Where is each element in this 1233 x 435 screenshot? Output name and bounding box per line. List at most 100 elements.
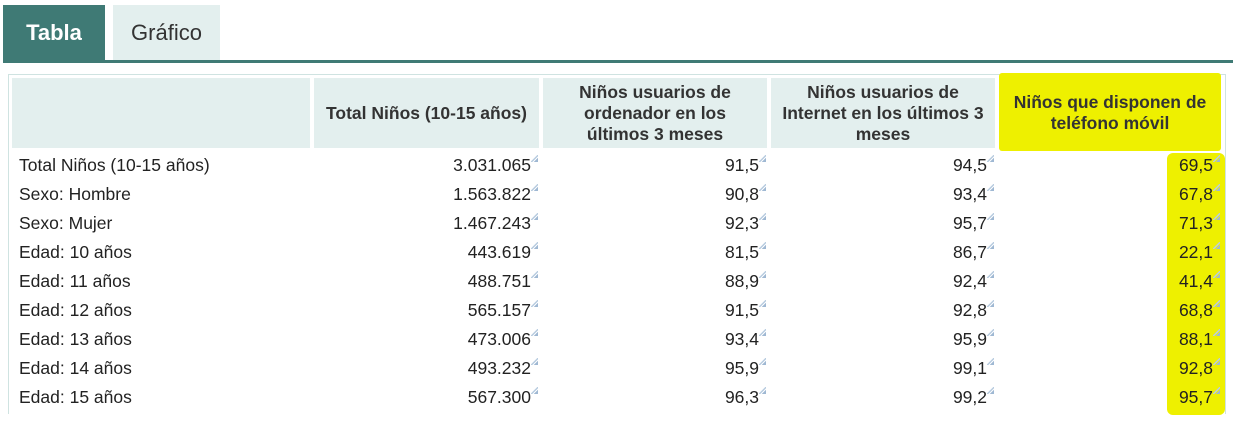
note-corner-icon[interactable]	[531, 242, 538, 249]
cell-value: 443.619	[467, 242, 531, 262]
cell-ordenador[interactable]: 90,8	[543, 180, 767, 209]
note-corner-icon[interactable]	[1213, 387, 1220, 394]
note-corner-icon[interactable]	[987, 271, 994, 278]
note-corner-icon[interactable]	[987, 155, 994, 162]
note-corner-icon[interactable]	[987, 184, 994, 191]
cell-internet[interactable]: 94,5	[771, 151, 995, 180]
cell-internet[interactable]: 95,7	[771, 209, 995, 238]
cell-value: 71,3	[1178, 213, 1213, 233]
cell-value: 22,1	[1178, 242, 1213, 262]
header-telefono-movil[interactable]: Niños que disponen de teléfono móvil	[1013, 92, 1207, 133]
note-corner-icon[interactable]	[759, 300, 766, 307]
cell-ordenador[interactable]: 92,3	[543, 209, 767, 238]
cell-movil[interactable]: 71,3	[999, 209, 1221, 238]
note-corner-icon[interactable]	[759, 242, 766, 249]
tab-grafico[interactable]: Gráfico	[113, 5, 220, 60]
row-label: Sexo: Hombre	[19, 184, 131, 204]
cell-movil[interactable]: 68,8	[999, 296, 1221, 325]
note-corner-icon[interactable]	[1213, 271, 1220, 278]
note-corner-icon[interactable]	[759, 387, 766, 394]
table-header: Total Niños (10-15 años) Niños usuarios …	[9, 75, 1225, 149]
cell-value: 93,4	[724, 329, 759, 349]
note-corner-icon[interactable]	[759, 271, 766, 278]
cell-movil[interactable]: 88,1	[999, 325, 1221, 354]
note-corner-icon[interactable]	[531, 271, 538, 278]
header-usuarios-ordenador[interactable]: Niños usuarios de ordenador en los últim…	[543, 78, 767, 148]
cell-movil[interactable]: 69,5	[999, 151, 1221, 180]
cell-total[interactable]: 1.563.822	[314, 180, 539, 209]
note-corner-icon[interactable]	[759, 329, 766, 336]
cell-ordenador[interactable]: 81,5	[543, 238, 767, 267]
note-corner-icon[interactable]	[1213, 184, 1220, 191]
cell-movil[interactable]: 92,8	[999, 354, 1221, 383]
cell-total[interactable]: 565.157	[314, 296, 539, 325]
cell-internet[interactable]: 86,7	[771, 238, 995, 267]
note-corner-icon[interactable]	[1213, 329, 1220, 336]
table-row: Sexo: Mujer 1.467.243 92,3 95,7 71,3	[9, 209, 1225, 238]
cell-ordenador[interactable]: 93,4	[543, 325, 767, 354]
cell-total[interactable]: 488.751	[314, 267, 539, 296]
note-corner-icon[interactable]	[987, 242, 994, 249]
cell-value: 94,5	[952, 155, 987, 175]
cell-value: 567.300	[467, 387, 531, 407]
note-corner-icon[interactable]	[759, 358, 766, 365]
header-total-ninos[interactable]: Total Niños (10-15 años)	[314, 78, 539, 148]
cell-value: 3.031.065	[453, 155, 531, 175]
note-corner-icon[interactable]	[987, 213, 994, 220]
cell-value: 92,4	[952, 271, 987, 291]
cell-ordenador[interactable]: 95,9	[543, 354, 767, 383]
cell-total[interactable]: 493.232	[314, 354, 539, 383]
cell-internet[interactable]: 92,4	[771, 267, 995, 296]
cell-total[interactable]: 443.619	[314, 238, 539, 267]
cell-value: 91,5	[724, 300, 759, 320]
cell-total[interactable]: 567.300	[314, 383, 539, 412]
header-empty	[12, 78, 310, 148]
cell-internet[interactable]: 95,9	[771, 325, 995, 354]
cell-movil[interactable]: 22,1	[999, 238, 1221, 267]
note-corner-icon[interactable]	[987, 358, 994, 365]
cell-movil[interactable]: 95,7	[999, 383, 1221, 412]
cell-total[interactable]: 473.006	[314, 325, 539, 354]
cell-internet[interactable]: 93,4	[771, 180, 995, 209]
note-corner-icon[interactable]	[531, 300, 538, 307]
cell-internet[interactable]: 92,8	[771, 296, 995, 325]
cell-value: 1.563.822	[453, 184, 531, 204]
cell-ordenador[interactable]: 91,5	[543, 151, 767, 180]
note-corner-icon[interactable]	[1213, 300, 1220, 307]
table-row: Sexo: Hombre 1.563.822 90,8 93,4 67,8	[9, 180, 1225, 209]
row-label: Edad: 13 años	[19, 329, 132, 349]
highlight-marker-header	[999, 73, 1221, 151]
cell-movil[interactable]: 41,4	[999, 267, 1221, 296]
note-corner-icon[interactable]	[531, 184, 538, 191]
note-corner-icon[interactable]	[759, 213, 766, 220]
cell-ordenador[interactable]: 88,9	[543, 267, 767, 296]
note-corner-icon[interactable]	[1213, 155, 1220, 162]
note-corner-icon[interactable]	[759, 184, 766, 191]
note-corner-icon[interactable]	[987, 329, 994, 336]
cell-ordenador[interactable]: 96,3	[543, 383, 767, 412]
note-corner-icon[interactable]	[1213, 358, 1220, 365]
row-label: Edad: 10 años	[19, 242, 132, 262]
cell-ordenador[interactable]: 91,5	[543, 296, 767, 325]
note-corner-icon[interactable]	[531, 329, 538, 336]
note-corner-icon[interactable]	[987, 300, 994, 307]
cell-value: 473.006	[467, 329, 531, 349]
note-corner-icon[interactable]	[759, 155, 766, 162]
note-corner-icon[interactable]	[531, 387, 538, 394]
note-corner-icon[interactable]	[531, 358, 538, 365]
tab-tabla[interactable]: Tabla	[3, 5, 105, 60]
note-corner-icon[interactable]	[531, 213, 538, 220]
cell-internet[interactable]: 99,2	[771, 383, 995, 412]
cell-value: 67,8	[1178, 184, 1213, 204]
note-corner-icon[interactable]	[531, 155, 538, 162]
note-corner-icon[interactable]	[987, 387, 994, 394]
cell-total[interactable]: 3.031.065	[314, 151, 539, 180]
cell-internet[interactable]: 99,1	[771, 354, 995, 383]
cell-movil[interactable]: 67,8	[999, 180, 1221, 209]
note-corner-icon[interactable]	[1213, 213, 1220, 220]
header-usuarios-internet[interactable]: Niños usuarios de Internet en los último…	[771, 78, 995, 148]
table-row: Edad: 14 años 493.232 95,9 99,1 92,8	[9, 354, 1225, 383]
note-corner-icon[interactable]	[1213, 242, 1220, 249]
cell-total[interactable]: 1.467.243	[314, 209, 539, 238]
cell-value: 68,8	[1178, 300, 1213, 320]
